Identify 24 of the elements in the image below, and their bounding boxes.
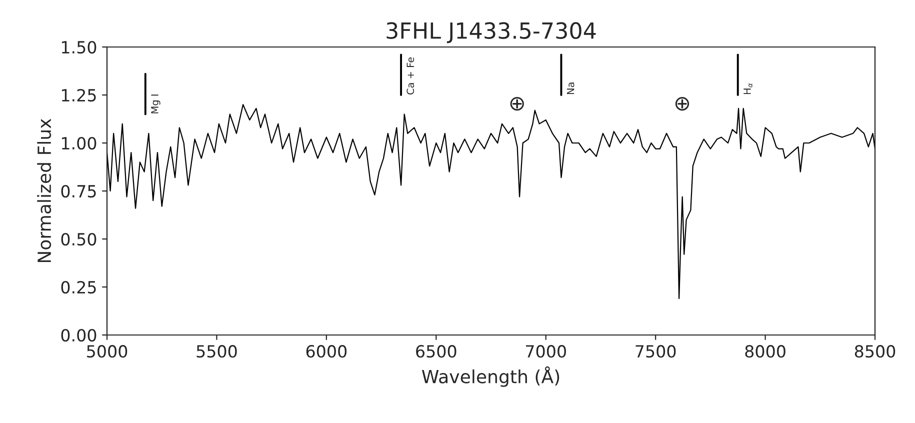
annotation: ⊕	[510, 96, 524, 111]
annotation: H$_{α}$	[744, 83, 752, 94]
x-tick-label: 6000	[306, 345, 347, 358]
y-axis-title: Normalized Flux	[37, 118, 52, 262]
chart-title: 3FHL J1433.5-7304	[386, 22, 596, 44]
y-tick-label: 1.50	[62, 40, 96, 54]
annotation: Ca + Fe	[406, 57, 414, 94]
x-tick-label: 8500	[854, 345, 896, 358]
y-tick-label: 1.25	[62, 88, 96, 102]
annotation: Na	[567, 82, 574, 94]
y-tick-label: 0.50	[61, 232, 96, 246]
x-tick-label: 5500	[196, 345, 237, 358]
x-tick-label: 7000	[526, 345, 566, 358]
annotation: ⊕	[675, 96, 690, 111]
annotation: Mg I	[151, 94, 160, 114]
x-tick-label: 8000	[745, 345, 786, 358]
y-tick-label: 0.25	[61, 280, 96, 294]
x-tick-label: 7500	[636, 345, 676, 358]
y-tick-label: 0.00	[61, 328, 96, 342]
y-tick-label: 0.75	[61, 184, 96, 198]
x-axis-title: Wavelength (Å)	[422, 366, 560, 387]
x-tick-label: 6500	[416, 345, 456, 358]
y-tick-label: 1.00	[62, 136, 96, 150]
x-tick-label: 5000	[87, 345, 128, 358]
